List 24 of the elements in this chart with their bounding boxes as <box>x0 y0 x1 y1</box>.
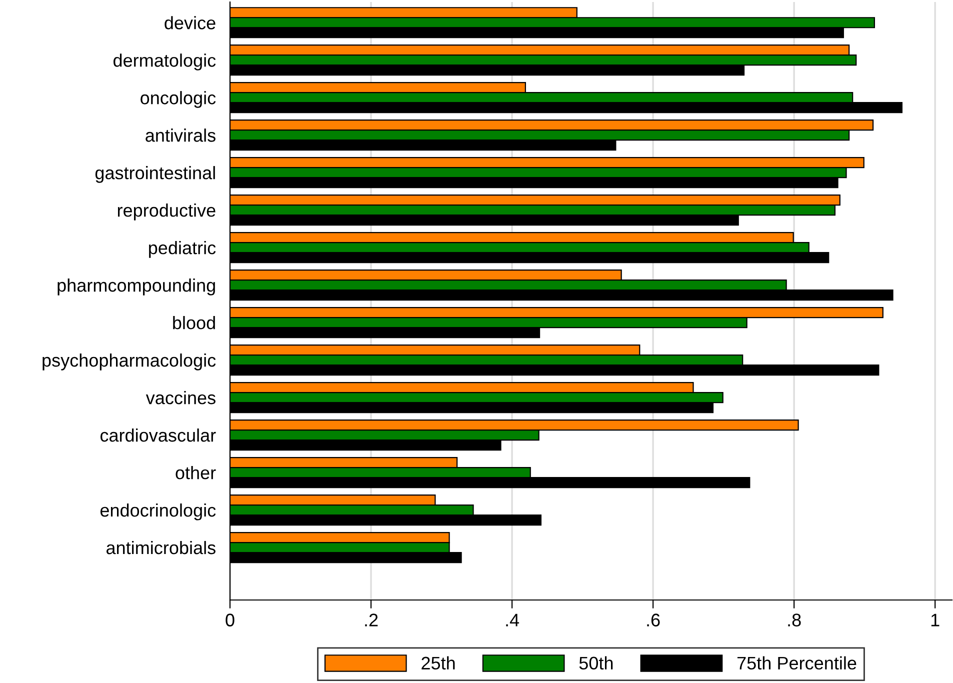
y-tick-label: reproductive <box>118 204 216 220</box>
y-tick-label: oncologic <box>140 91 216 108</box>
y-tick-label: endocrinologic <box>100 503 216 520</box>
y-tick-label: blood <box>173 316 215 330</box>
y-tick-label: antimicrobials <box>106 540 216 554</box>
x-tick-label: 1 <box>931 614 940 626</box>
y-tick-label: other <box>176 466 216 480</box>
y-tick-label: pediatric <box>149 241 216 258</box>
x-tick-label: .8 <box>788 614 801 626</box>
x-tick-label: 0 <box>226 614 234 626</box>
y-tick-label: gastrointestinal <box>95 166 215 183</box>
y-tick-label: cardiovascular <box>100 428 216 442</box>
y-tick-label: dermatologic <box>114 54 216 70</box>
x-tick-label: .2 <box>365 614 378 626</box>
x-tick-label: .4 <box>506 614 520 626</box>
legend-label: 75th Percentile <box>737 656 856 670</box>
x-tick-label: .6 <box>647 614 660 626</box>
y-tick-label: antivirals <box>146 128 216 142</box>
y-tick-label: device <box>164 16 216 30</box>
y-tick-label: vaccines <box>146 391 216 404</box>
legend-label: 25th <box>422 656 455 670</box>
y-tick-label: psychopharmacologic <box>42 354 216 370</box>
y-tick-label: pharmcompounding <box>58 278 215 296</box>
legend-label: 50th <box>579 656 613 670</box>
